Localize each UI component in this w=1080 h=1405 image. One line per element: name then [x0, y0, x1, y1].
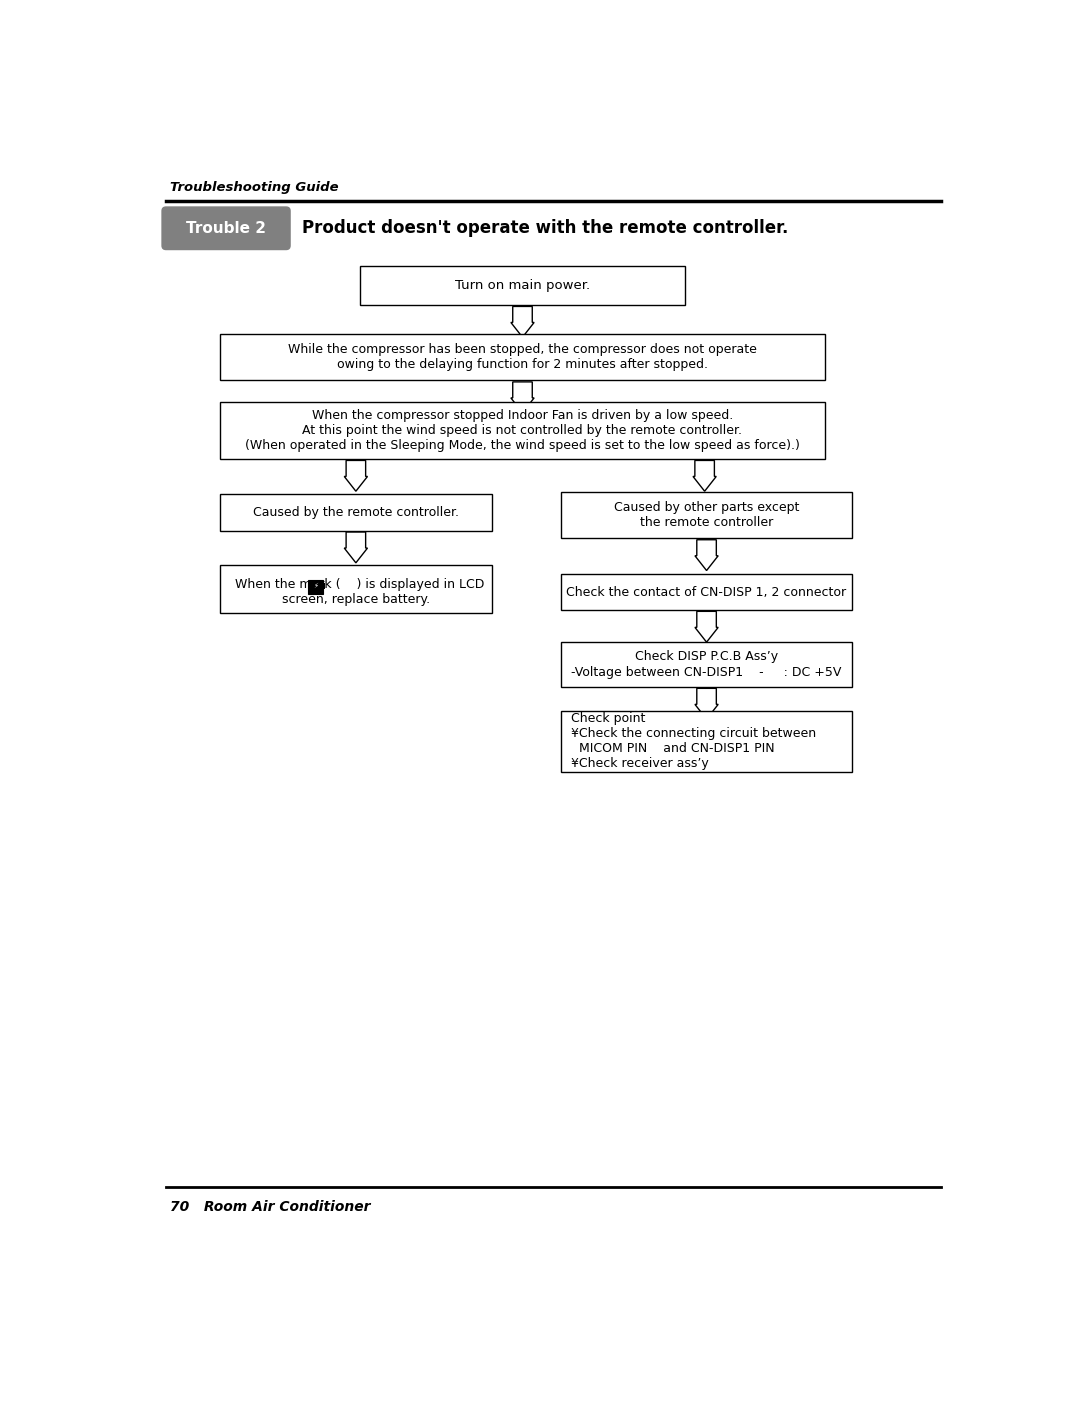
FancyBboxPatch shape [220, 493, 491, 531]
Text: Product doesn't operate with the remote controller.: Product doesn't operate with the remote … [301, 219, 788, 237]
FancyBboxPatch shape [562, 642, 852, 687]
Text: -Voltage between CN-DISP1    -     : DC +5V: -Voltage between CN-DISP1 - : DC +5V [571, 666, 841, 679]
FancyBboxPatch shape [220, 402, 825, 459]
Polygon shape [693, 461, 716, 492]
Polygon shape [694, 540, 718, 570]
FancyBboxPatch shape [562, 575, 852, 610]
Polygon shape [345, 532, 367, 563]
Text: Check DISP P.C.B Ass’y: Check DISP P.C.B Ass’y [635, 651, 778, 663]
Polygon shape [511, 382, 535, 413]
Text: ⚡: ⚡ [313, 583, 318, 589]
Polygon shape [694, 688, 718, 719]
Text: screen, replace battery.: screen, replace battery. [282, 593, 430, 606]
Text: Caused by the remote controller.: Caused by the remote controller. [253, 506, 459, 518]
FancyBboxPatch shape [562, 492, 852, 538]
FancyBboxPatch shape [308, 580, 323, 594]
FancyBboxPatch shape [161, 207, 291, 250]
Text: Check point
¥Check the connecting circuit between
  MICOM PIN    and CN-DISP1 PI: Check point ¥Check the connecting circui… [570, 712, 815, 770]
Text: When the mark (    ) is displayed in LCD: When the mark ( ) is displayed in LCD [235, 577, 485, 592]
Text: Troubleshooting Guide: Troubleshooting Guide [170, 181, 338, 194]
Text: Trouble 2: Trouble 2 [186, 221, 266, 236]
Text: When the compressor stopped Indoor Fan is driven by a low speed.
At this point t: When the compressor stopped Indoor Fan i… [245, 409, 800, 452]
FancyBboxPatch shape [360, 267, 685, 305]
Text: Turn on main power.: Turn on main power. [455, 280, 590, 292]
Text: 70   Room Air Conditioner: 70 Room Air Conditioner [170, 1200, 370, 1214]
FancyBboxPatch shape [220, 334, 825, 381]
Text: Caused by other parts except
the remote controller: Caused by other parts except the remote … [613, 502, 799, 530]
Polygon shape [511, 306, 535, 337]
FancyBboxPatch shape [322, 583, 325, 589]
FancyBboxPatch shape [220, 565, 491, 613]
Text: Check the contact of CN-DISP 1, 2 connector: Check the contact of CN-DISP 1, 2 connec… [567, 586, 847, 599]
FancyBboxPatch shape [562, 711, 852, 771]
Text: While the compressor has been stopped, the compressor does not operate
owing to : While the compressor has been stopped, t… [288, 343, 757, 371]
Polygon shape [694, 611, 718, 642]
Polygon shape [345, 461, 367, 492]
